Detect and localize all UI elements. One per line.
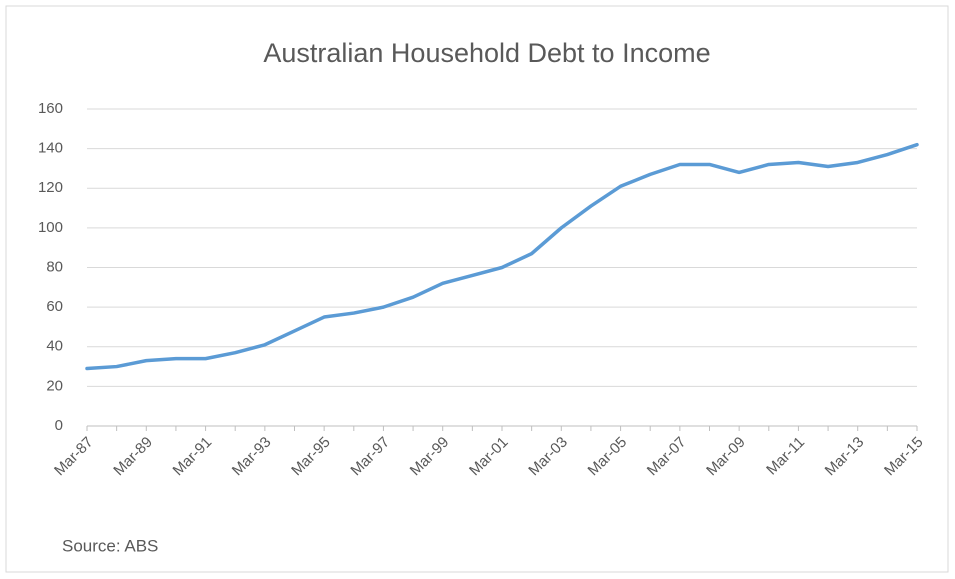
y-tick-label: 140 (38, 140, 63, 157)
y-tick-label: 160 (38, 100, 63, 117)
y-tick-label: 0 (55, 417, 63, 434)
y-tick-label: 120 (38, 179, 63, 196)
y-tick-label: 80 (46, 258, 63, 275)
y-tick-label: 20 (46, 377, 63, 394)
y-tick-label: 100 (38, 219, 63, 236)
y-tick-label: 60 (46, 298, 63, 315)
chart-frame (5, 5, 949, 573)
y-tick-label: 40 (46, 338, 63, 355)
source-note: Source: ABS (62, 536, 158, 555)
chart-title: Australian Household Debt to Income (263, 38, 710, 68)
data-line (85, 142, 919, 371)
